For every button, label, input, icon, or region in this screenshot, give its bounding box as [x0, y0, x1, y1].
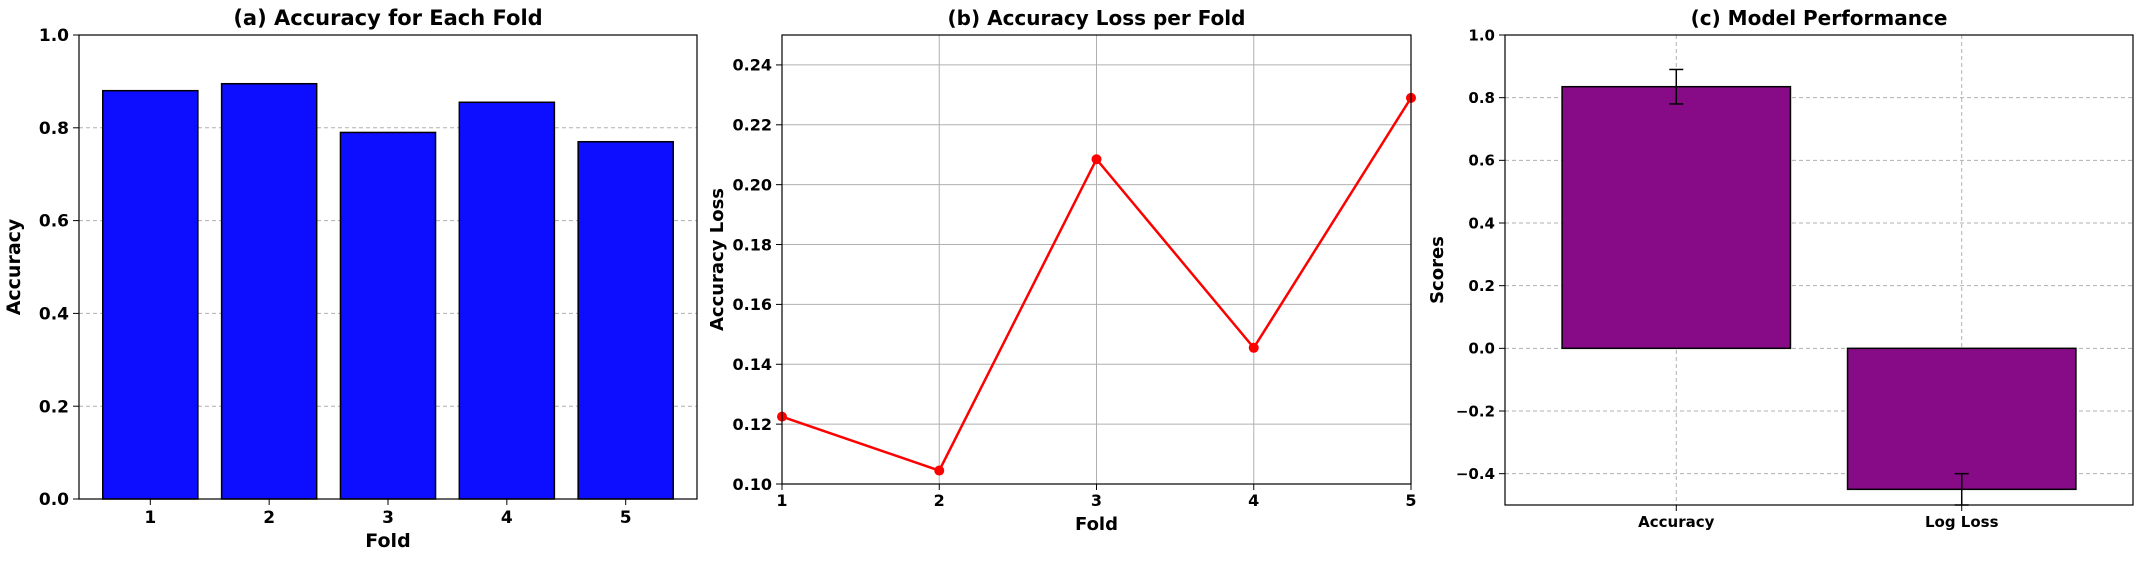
- x-tick-label: 1: [776, 491, 787, 510]
- x-tick-label: 5: [620, 508, 632, 528]
- bar: [339, 131, 437, 500]
- y-axis-label: Accuracy Loss: [707, 188, 728, 331]
- axes-frame: [781, 34, 1412, 485]
- data-point: [1248, 342, 1259, 353]
- y-tick-label: 0.6: [39, 212, 69, 232]
- chart-panel-2: 0.10 0.12 0.14 0.16 0.18 0.20 0.22 0.24 1 2 3 4 5 (b)…: [707, 6, 1417, 535]
- chart-title: (b) Accuracy Loss per Fold: [948, 6, 1246, 30]
- bar: [220, 82, 318, 500]
- x-axis-label: Fold: [1075, 514, 1118, 535]
- x-tick-label: 3: [1091, 491, 1102, 510]
- y-tick-label: 1.0: [1468, 26, 1495, 44]
- y-tick-label: 0.2: [39, 397, 69, 417]
- chart-title: (a) Accuracy for Each Fold: [233, 6, 542, 30]
- axes-frame: [1504, 34, 2134, 506]
- x-tick-label: 1: [144, 508, 156, 528]
- y-tick-label: 0.0: [39, 490, 69, 510]
- bar: [458, 101, 556, 500]
- y-tick-label: 0.20: [733, 175, 772, 194]
- x-tick-label: 4: [1248, 491, 1259, 510]
- x-tick-label: 5: [1405, 491, 1416, 510]
- x-tick-label: 2: [934, 491, 945, 510]
- bar: [102, 89, 199, 500]
- x-tick-label: 2: [263, 508, 275, 528]
- y-tick-label: 0.8: [1468, 89, 1495, 107]
- bar: [1561, 85, 1792, 350]
- x-tick-label: 3: [382, 508, 394, 528]
- y-tick-label: 0.16: [733, 295, 772, 314]
- y-axis-label: Scores: [1427, 236, 1448, 304]
- y-tick-label: 0.22: [733, 116, 772, 135]
- y-axis-label: Accuracy: [3, 218, 25, 315]
- bar: [577, 140, 674, 500]
- y-tick-label: 0.8: [39, 119, 69, 139]
- y-tick-label: 1.0: [39, 26, 69, 46]
- chart-title: (c) Model Performance: [1691, 6, 1948, 30]
- chart-panel-3: −0.4 −0.2 0.0 0.2 0.4 0.6 0.8 1.0 Accuracy Log Lo…: [1427, 6, 2134, 531]
- y-tick-label: 0.10: [733, 475, 772, 494]
- y-tick-label: 0.4: [39, 305, 69, 325]
- y-tick-label: 0.0: [1468, 340, 1495, 358]
- data-point: [1091, 154, 1102, 165]
- y-tick-label: 0.2: [1468, 277, 1495, 295]
- x-axis-label: Fold: [365, 530, 410, 552]
- y-tick-label: 0.18: [733, 235, 772, 254]
- x-tick-label: 4: [501, 508, 513, 528]
- x-tick-label: Log Loss: [1925, 513, 1999, 531]
- y-tick-label: 0.4: [1468, 214, 1495, 232]
- axes-frame: [78, 34, 698, 500]
- y-tick-label: 0.6: [1468, 152, 1495, 170]
- y-tick-label: 0.24: [733, 56, 772, 75]
- chart-panel-1: 0.0 0.2 0.4 0.6 0.8 1.0 1 2 3 4 5 (a) Accuracy for …: [3, 6, 698, 552]
- y-tick-label: 0.14: [733, 355, 772, 374]
- y-tick-label: −0.2: [1456, 402, 1495, 420]
- y-tick-label: 0.12: [733, 415, 772, 434]
- bar: [1846, 347, 2077, 491]
- data-point: [934, 465, 945, 476]
- y-tick-label: −0.4: [1456, 465, 1495, 483]
- x-tick-label: Accuracy: [1638, 513, 1714, 531]
